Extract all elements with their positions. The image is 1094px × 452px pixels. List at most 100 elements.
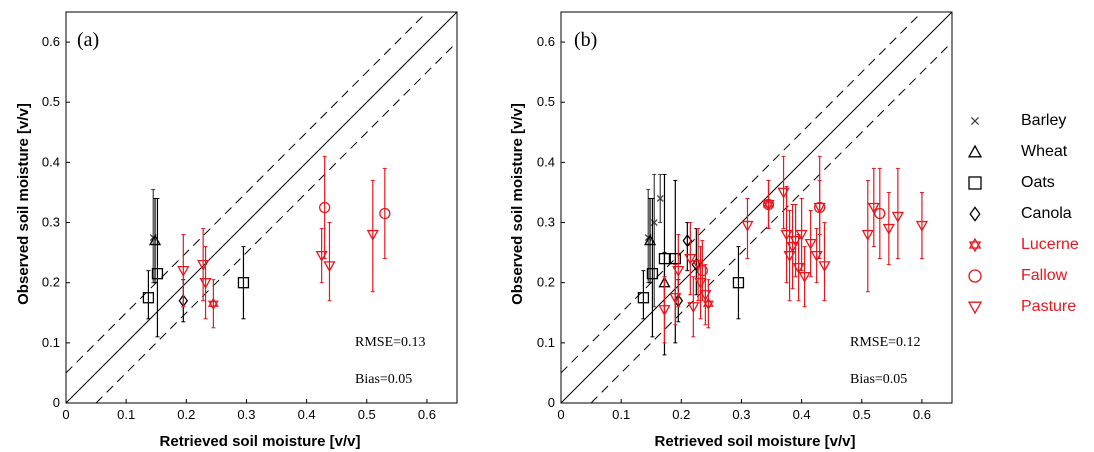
data-point-pasture	[891, 167, 904, 260]
data-point-pasture	[818, 222, 831, 302]
x-tick-label: 0.5	[358, 407, 376, 422]
legend: Barley Wheat Oats Canola Lucerne Fallow …	[960, 110, 1090, 327]
legend-marker-fallow	[968, 269, 982, 283]
panel-b: (b) RMSE=0.12 Bias=0.05 Retrieved soil m…	[509, 11, 953, 450]
panel-b-ylabel: Observed soil moisture [v/v]	[509, 103, 526, 305]
data-point-pasture	[804, 210, 817, 278]
data-point-fallow	[874, 167, 886, 260]
y-tick-label: 0.4	[537, 154, 555, 169]
legend-item-canola: Canola	[960, 203, 1090, 234]
x-tick-label: 0.1	[117, 407, 135, 422]
data-point-pasture	[694, 246, 707, 320]
data-point-pasture	[762, 179, 775, 230]
data-point-pasture	[315, 228, 328, 284]
data-point-pasture	[366, 179, 379, 293]
x-tick-label: 0.4	[298, 407, 316, 422]
data-point-fallow	[379, 167, 391, 260]
data-point-pasture	[915, 191, 929, 260]
panel-a-label: (a)	[77, 29, 99, 51]
y-tick-label: 0.3	[537, 215, 555, 230]
data-point-pasture	[795, 197, 808, 272]
data-point-oats	[732, 246, 745, 320]
x-tick-label: 0.6	[913, 407, 931, 422]
data-point-pasture	[177, 234, 190, 308]
legend-marker-oats	[968, 176, 982, 190]
panel-b-xlabel: Retrieved soil moisture [v/v]	[655, 433, 856, 450]
data-point-wheat	[643, 197, 657, 284]
y-tick-label: 0	[53, 395, 60, 410]
y-tick-label: 0.3	[42, 215, 60, 230]
one-to-one-line	[66, 12, 457, 403]
y-tick-label: 0.2	[537, 275, 555, 290]
data-point-barley	[656, 173, 664, 224]
data-point-pasture	[861, 179, 874, 293]
data-point-oats	[637, 270, 650, 320]
data-point-lucerne	[207, 279, 219, 329]
data-point-oats	[237, 246, 250, 320]
panel-a-ylabel: Observed soil moisture [v/v]	[15, 103, 32, 305]
data-point-pasture	[813, 179, 826, 236]
x-tick-label: 0.3	[237, 407, 255, 422]
legend-label-lucerne: Lucerne	[1021, 236, 1079, 253]
reference-lines	[66, 12, 457, 403]
x-tick-label: 0.1	[612, 407, 630, 422]
legend-item-wheat: Wheat	[960, 141, 1090, 172]
data-point-oats	[151, 197, 164, 338]
data-point-pasture	[699, 264, 712, 326]
data-point-pasture	[687, 276, 700, 338]
legend-label-oats: Oats	[1021, 174, 1055, 191]
x-tick-label: 0	[62, 407, 69, 422]
x-tick-label: 0.2	[177, 407, 195, 422]
y-tick-label: 0.6	[537, 34, 555, 49]
data-point-pasture	[199, 246, 212, 320]
data-point-pasture	[810, 228, 823, 284]
x-tick-label: 0	[557, 407, 564, 422]
legend-marker-wheat	[967, 144, 983, 158]
legend-item-barley: Barley	[960, 110, 1090, 141]
data-point-pasture	[672, 234, 685, 308]
y-tick-label: 0.1	[42, 335, 60, 350]
legend-marker-lucerne	[968, 237, 982, 253]
panel-a-xlabel: Retrieved soil moisture [v/v]	[160, 433, 361, 450]
y-tick-label: 0.5	[537, 94, 555, 109]
y-tick-label: 0.2	[42, 275, 60, 290]
legend-marker-canola	[969, 206, 981, 222]
legend-item-pasture: Pasture	[960, 296, 1090, 327]
data-point-fallow	[319, 155, 331, 260]
data-point-pasture	[882, 191, 895, 266]
upper-bound-line	[561, 12, 923, 374]
data-point-pasture	[684, 222, 697, 296]
legend-label-canola: Canola	[1021, 205, 1072, 222]
legend-label-pasture: Pasture	[1021, 298, 1077, 315]
y-tick-label: 0.1	[537, 335, 555, 350]
y-tick-label: 0.6	[42, 34, 60, 49]
data-point-pasture	[741, 197, 754, 260]
plot-frame	[560, 11, 953, 404]
data-point-pasture	[867, 167, 880, 248]
panel-b-bias: Bias=0.05	[850, 372, 907, 387]
legend-item-lucerne: Lucerne	[960, 234, 1090, 265]
upper-bound-line	[66, 12, 428, 374]
data-point-lucerne	[702, 279, 714, 329]
lower-bound-line	[95, 41, 457, 403]
panel-a-bias: Bias=0.05	[355, 372, 412, 387]
plot-frame	[65, 11, 458, 404]
data-point-oats	[646, 197, 659, 338]
data-point-oats	[142, 270, 155, 320]
y-tick-label: 0.4	[42, 154, 60, 169]
y-tick-label: 0.5	[42, 94, 60, 109]
legend-label-wheat: Wheat	[1021, 143, 1068, 160]
one-to-one-line	[561, 12, 952, 403]
x-tick-label: 0.2	[672, 407, 690, 422]
panel-a-rmse: RMSE=0.13	[355, 335, 426, 350]
data-point-pasture	[798, 246, 811, 308]
legend-item-oats: Oats	[960, 172, 1090, 203]
x-tick-label: 0.6	[418, 407, 436, 422]
data-point-pasture	[323, 222, 336, 302]
panel-b-rmse: RMSE=0.12	[850, 335, 921, 350]
legend-label-fallow: Fallow	[1021, 267, 1068, 284]
legend-label-barley: Barley	[1021, 112, 1067, 129]
data-point-pasture	[658, 276, 671, 344]
x-tick-label: 0.3	[732, 407, 750, 422]
